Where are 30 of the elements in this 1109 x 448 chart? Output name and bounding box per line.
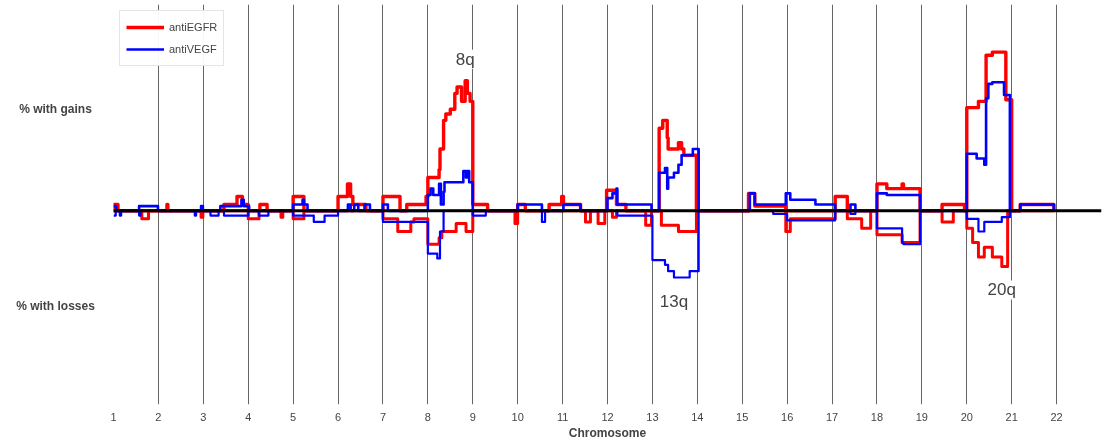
x-tick-label: 14 [691, 410, 704, 423]
x-tick-label: 6 [334, 410, 342, 423]
x-axis-title: Chromosome [568, 425, 647, 440]
x-tick-label: 2 [155, 410, 162, 423]
annotation: 8q [455, 49, 475, 69]
x-tick-label: 5 [290, 410, 297, 423]
legend-label: antiEGFR [169, 21, 218, 33]
x-tick-label: 8 [424, 410, 431, 423]
x-tick-label: 11 [556, 410, 569, 423]
x-tick-label: 7 [379, 410, 387, 423]
x-tick-label: 12 [601, 410, 614, 423]
x-tick-label: 22 [1050, 410, 1063, 423]
x-tick-label: 15 [736, 410, 749, 423]
x-tick-label: 16 [781, 410, 794, 423]
x-tick-label: 17 [825, 410, 839, 423]
x-tick-label: 20 [960, 410, 973, 423]
legend-label: antiVEGF [169, 43, 217, 55]
x-tick-label: 9 [469, 410, 476, 423]
x-tick-label: 4 [245, 410, 252, 423]
x-tick-label: 1 [110, 410, 117, 423]
x-tick-label: 13 [646, 410, 659, 423]
x-tick-label: 18 [870, 410, 884, 423]
annotation: 20q [987, 280, 1016, 300]
x-tick-label: 10 [511, 410, 524, 423]
text: % with gains [19, 102, 93, 117]
x-tick-label: 21 [1005, 410, 1018, 423]
text: % with losses [16, 299, 96, 314]
annotation: 13q [659, 291, 689, 311]
x-tick-label: 3 [200, 410, 207, 423]
x-tick-label: 19 [915, 410, 928, 423]
